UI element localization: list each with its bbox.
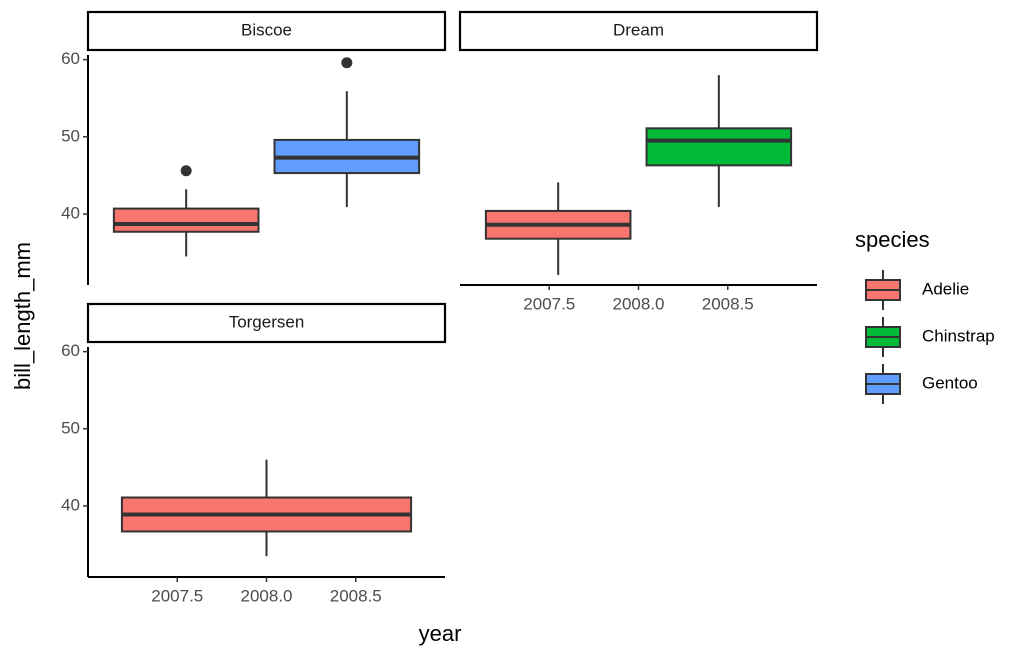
- strip-label: Dream: [613, 20, 664, 39]
- x-axis-title: year: [419, 621, 462, 646]
- x-tick-label: 2007.5: [151, 586, 203, 605]
- box: [112, 207, 260, 233]
- x-tick-label: 2007.5: [523, 294, 575, 313]
- box: [645, 127, 793, 167]
- strip: [86, 302, 447, 344]
- legend-label: Chinstrap: [922, 326, 995, 345]
- y-tick-label: 50: [61, 126, 80, 145]
- legend-label: Gentoo: [922, 373, 978, 392]
- x-tick-label: 2008.0: [613, 294, 665, 313]
- y-tick-label: 60: [61, 49, 80, 68]
- legend-label: Adelie: [922, 279, 969, 298]
- y-tick-label: 60: [61, 341, 80, 360]
- x-tick-label: 2008.5: [330, 586, 382, 605]
- y-tick-label: 40: [61, 495, 80, 514]
- strip-label: Torgersen: [229, 312, 305, 331]
- y-tick-label: 50: [61, 418, 80, 437]
- y-tick-label: 40: [61, 203, 80, 222]
- y-axis-title: bill_length_mm: [10, 242, 35, 390]
- x-tick-label: 2008.0: [241, 586, 293, 605]
- strip: [458, 10, 819, 52]
- strip-label: Biscoe: [241, 20, 292, 39]
- legend-title: species: [855, 227, 930, 252]
- outlier: [341, 57, 353, 69]
- x-tick-label: 2008.5: [702, 294, 754, 313]
- strip: [86, 10, 447, 52]
- outlier: [180, 165, 192, 177]
